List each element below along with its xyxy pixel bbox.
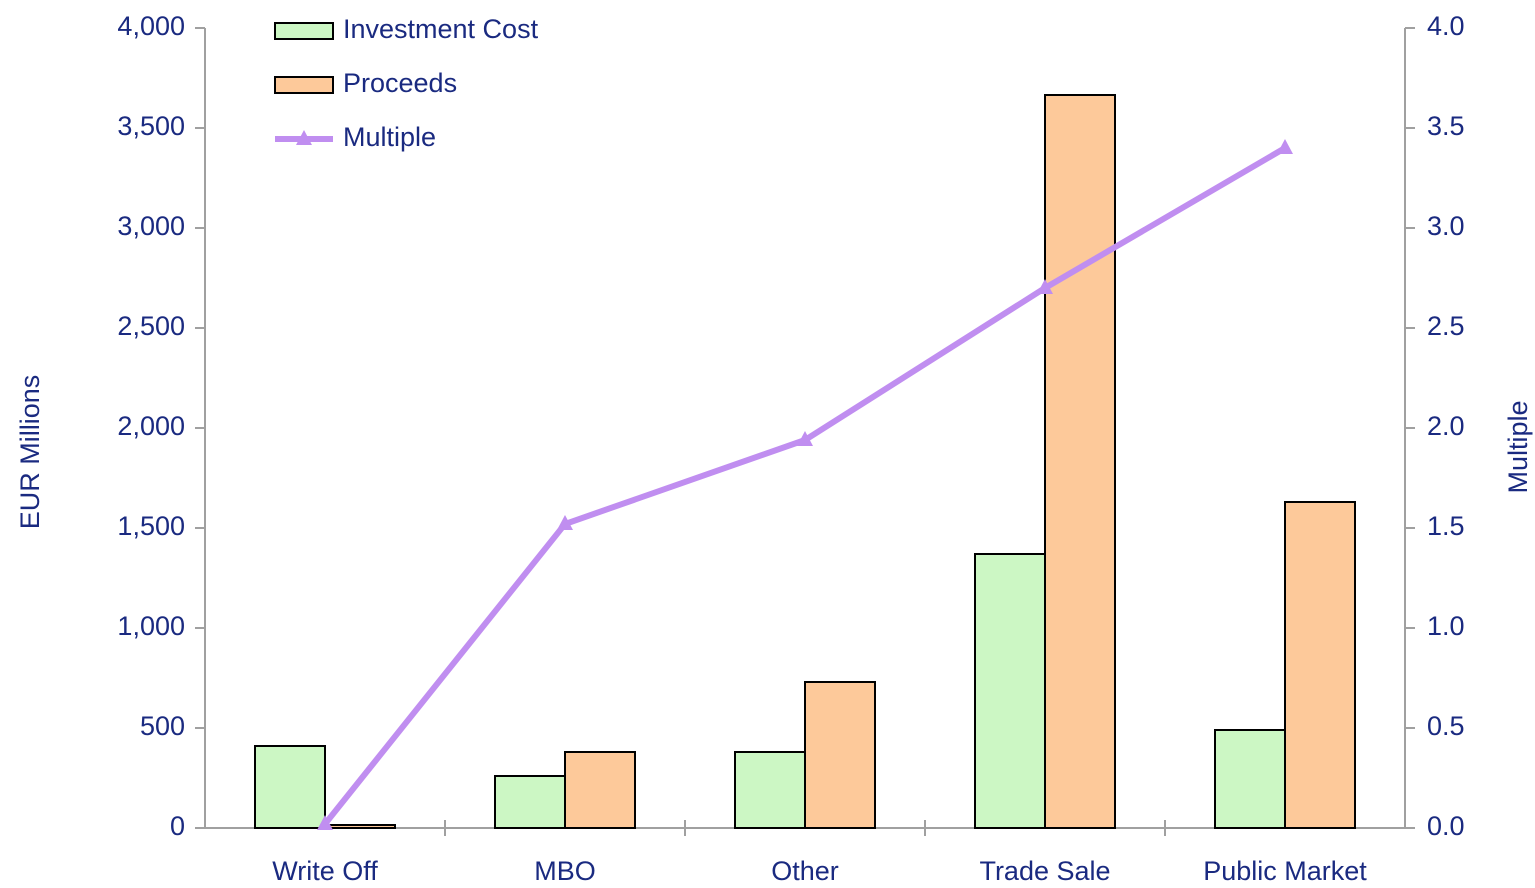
line-marker (1277, 139, 1293, 154)
y-tick-label: 1,500 (117, 511, 185, 541)
x-tick-label: Other (771, 856, 839, 886)
y2-tick-label: 0.0 (1427, 811, 1465, 841)
y2-tick-label: 0.5 (1427, 711, 1465, 741)
x-tick-label: Public Market (1203, 856, 1367, 886)
legend-swatch (274, 76, 334, 94)
bar (734, 751, 806, 829)
bar (1284, 501, 1356, 829)
y-tick-label: 3,000 (117, 211, 185, 241)
y-tick-label: 0 (170, 811, 185, 841)
y2-tick-label: 1.0 (1427, 611, 1465, 641)
legend-label: Investment Cost (343, 14, 539, 44)
bar (1044, 94, 1116, 829)
bar (494, 775, 566, 829)
bar (974, 553, 1046, 829)
y2-tick-label: 2.5 (1427, 311, 1465, 341)
bar (254, 745, 326, 829)
y2-axis-title: Multiple (1503, 400, 1533, 493)
y-tick-label: 500 (140, 711, 185, 741)
y-tick-label: 2,500 (117, 311, 185, 341)
y-tick-label: 3,500 (117, 111, 185, 141)
y-tick-label: 1,000 (117, 611, 185, 641)
y2-tick-label: 3.5 (1427, 111, 1465, 141)
y-axis-title: EUR Millions (15, 375, 45, 530)
y2-tick-label: 1.5 (1427, 511, 1465, 541)
legend-marker (296, 130, 312, 145)
line-marker (317, 815, 333, 830)
line-marker (557, 515, 573, 530)
legend-label: Multiple (343, 122, 436, 152)
line-marker (1037, 279, 1053, 294)
bar (564, 751, 636, 829)
y2-tick-label: 4.0 (1427, 11, 1465, 41)
y2-tick-label: 2.0 (1427, 411, 1465, 441)
y-tick-label: 4,000 (117, 11, 185, 41)
bar (1214, 729, 1286, 829)
bar (324, 824, 396, 829)
bar (804, 681, 876, 829)
y-tick-label: 2,000 (117, 411, 185, 441)
y2-tick-label: 3.0 (1427, 211, 1465, 241)
line-marker (797, 431, 813, 446)
x-tick-label: Write Off (272, 856, 378, 886)
x-tick-label: Trade Sale (979, 856, 1110, 886)
legend-label: Proceeds (343, 68, 457, 98)
legend-swatch (274, 22, 334, 40)
x-tick-label: MBO (534, 856, 596, 886)
